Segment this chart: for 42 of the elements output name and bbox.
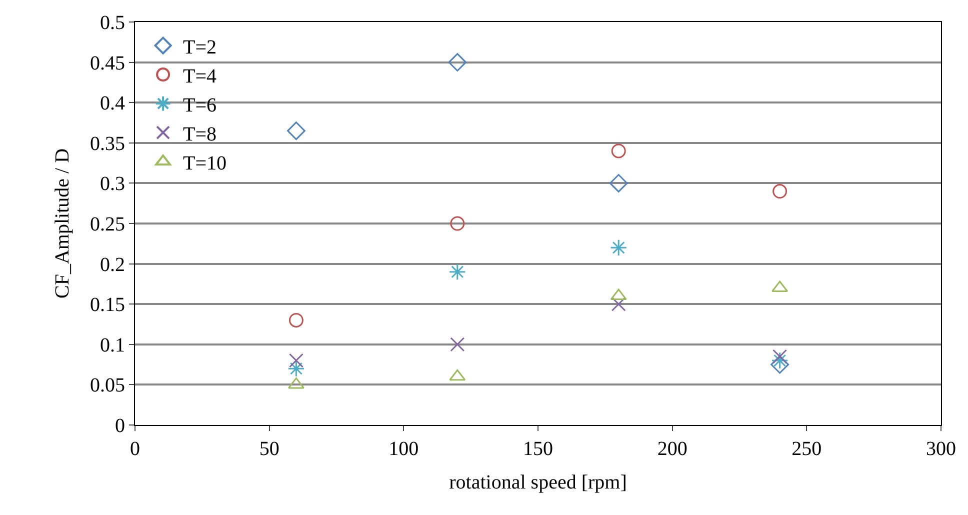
y-tick-label: 0.25 xyxy=(90,214,125,236)
point xyxy=(611,144,626,158)
legend-label: T=8 xyxy=(183,123,217,146)
legend-label: T=4 xyxy=(183,65,217,88)
point xyxy=(288,353,304,368)
x-tick-label: 0 xyxy=(130,438,140,460)
point xyxy=(288,312,304,328)
point xyxy=(770,355,789,374)
y-tick-label: 0.35 xyxy=(90,132,125,155)
point xyxy=(448,53,467,72)
x-tick-label: 100 xyxy=(388,438,419,460)
y-tick-label: 0.2 xyxy=(100,254,125,276)
legend-label: T=10 xyxy=(183,152,227,174)
y-tick-label: 0.3 xyxy=(100,173,125,196)
point xyxy=(448,263,466,280)
point xyxy=(450,337,465,352)
y-axis-title: CF_Amplitude / D xyxy=(52,148,74,299)
legend-label: T=6 xyxy=(183,94,217,116)
point xyxy=(610,239,628,256)
point xyxy=(610,288,627,300)
point xyxy=(609,174,628,192)
point xyxy=(772,184,788,199)
x-tick-label: 300 xyxy=(926,438,956,460)
x-axis-title: rotational speed [rpm] xyxy=(449,472,627,494)
y-tick-label: 0.5 xyxy=(100,12,125,34)
x-tick-label: 150 xyxy=(523,438,553,460)
point xyxy=(772,349,788,364)
y-tick-label: 0.45 xyxy=(90,52,125,74)
point xyxy=(288,360,305,378)
y-tick-label: 0.05 xyxy=(90,374,125,397)
point xyxy=(450,216,465,231)
point xyxy=(771,352,788,370)
y-tick-label: 0 xyxy=(115,415,125,437)
x-tick-label: 250 xyxy=(792,438,822,460)
legend-label: T=2 xyxy=(183,36,217,58)
y-tick-label: 0.1 xyxy=(100,334,125,356)
y-tick-label: 0.4 xyxy=(100,92,125,115)
point xyxy=(611,296,626,312)
point xyxy=(287,122,306,140)
y-tick-label: 0.15 xyxy=(90,294,125,316)
x-tick-label: 50 xyxy=(259,438,280,460)
x-tick-label: 200 xyxy=(657,438,688,460)
